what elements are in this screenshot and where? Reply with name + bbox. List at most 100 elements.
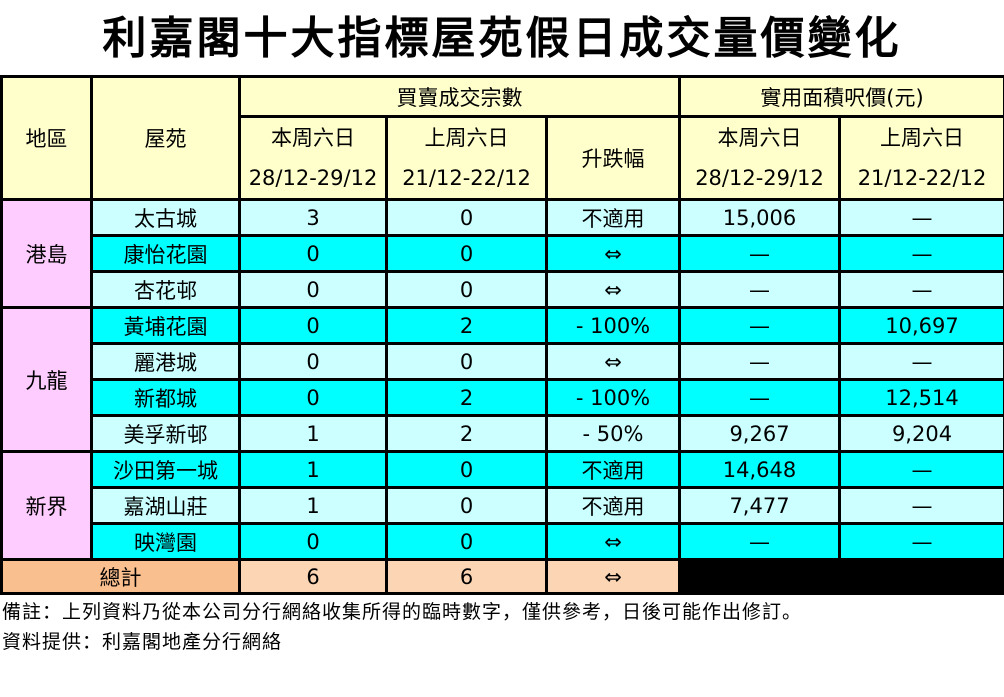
price-this-cell: — — [678, 378, 841, 417]
change-cell: ⇔ — [545, 342, 681, 381]
price-last-cell: — — [837, 270, 1004, 309]
price-this-cell: — — [678, 342, 841, 381]
change-cell: 不適用 — [545, 450, 681, 489]
change-cell: ⇔ — [545, 522, 681, 561]
header-price-this-week: 本周六日 28/12-29/12 — [678, 115, 841, 201]
label: 本周六日 — [717, 126, 802, 150]
source: 資料提供：利嘉閣地產分行網絡 — [2, 631, 283, 653]
price-this-cell: — — [678, 306, 841, 345]
transactions-table: 地區 屋苑 買賣成交宗數 實用面積呎價(元) 本周六日 28/12-29/12 上… — [0, 75, 1004, 595]
tx-this-cell: 0 — [238, 270, 388, 309]
price-this-cell: 7,477 — [678, 486, 841, 525]
total-label: 總計 — [0, 558, 241, 595]
header-region: 地區 — [0, 75, 93, 201]
table-row: 麗港城 0 0 ⇔ — — — [2, 342, 1004, 381]
dates: 28/12-29/12 — [695, 166, 824, 190]
header-price-group: 實用面積呎價(元) — [677, 75, 1004, 118]
price-last-cell: — — [837, 342, 1004, 381]
total-change: ⇔ — [545, 558, 681, 595]
price-last-cell: — — [837, 198, 1004, 237]
notes: 備註：上列資料乃從本公司分行網絡收集所得的臨時數字，僅供參考，日後可能作出修訂。… — [0, 597, 1004, 657]
total-tx-last: 6 — [385, 558, 548, 595]
region-cell: 新界 — [0, 450, 93, 561]
table-row: 杏花邨 0 0 ⇔ — — — [2, 270, 1004, 309]
header-price-last-week: 上周六日 21/12-22/12 — [837, 115, 1004, 201]
change-cell: - 100% — [545, 378, 681, 417]
change-cell: ⇔ — [545, 270, 681, 309]
price-this-cell: — — [678, 270, 841, 309]
tx-this-cell: 0 — [238, 306, 388, 345]
change-cell: ⇔ — [545, 234, 681, 273]
estate-cell: 美孚新邨 — [90, 414, 241, 453]
header-tx-last-week: 上周六日 21/12-22/12 — [385, 115, 548, 201]
tx-this-cell: 3 — [238, 198, 388, 237]
label: 上周六日 — [424, 126, 509, 150]
tx-last-cell: 0 — [385, 342, 548, 381]
page-title: 利嘉閣十大指標屋苑假日成交量價變化 — [102, 13, 902, 64]
dates: 21/12-22/12 — [402, 166, 531, 190]
tx-this-cell: 0 — [238, 522, 388, 561]
tx-last-cell: 2 — [385, 306, 548, 345]
tx-this-cell: 1 — [238, 414, 388, 453]
estate-cell: 太古城 — [90, 198, 241, 237]
tx-last-cell: 0 — [385, 234, 548, 273]
tx-this-cell: 1 — [238, 450, 388, 489]
table-row: 港島 太古城 3 0 不適用 15,006— — [0, 198, 1004, 309]
tx-this-cell: 0 — [238, 234, 388, 273]
estate-cell: 麗港城 — [90, 342, 241, 381]
table-row: 新界 沙田第一城 1 0 不適用 14,648— — [0, 450, 1004, 561]
price-this-cell: — — [678, 522, 841, 561]
table-row: 九龍 黃埔花園 0 2- 100% —10,697 — [0, 306, 1004, 453]
header-tx-this-week: 本周六日 28/12-29/12 — [238, 115, 388, 201]
table-row: 嘉湖山莊 1 0 不適用 7,477— — [2, 486, 1004, 525]
table-row: 新都城 0 2- 100% —12,514 — [2, 378, 1004, 417]
region-cell: 九龍 — [0, 306, 93, 453]
tx-last-cell: 0 — [385, 198, 548, 237]
label: 本周六日 — [271, 126, 355, 150]
estate-cell: 映灣園 — [90, 522, 241, 561]
tx-this-cell: 0 — [238, 378, 388, 417]
region-cell: 港島 — [0, 198, 93, 309]
header-transactions-group: 買賣成交宗數 — [238, 75, 681, 118]
tx-this-cell: 0 — [238, 342, 388, 381]
header-change: 升跌幅 — [545, 115, 681, 201]
price-this-cell: 9,267 — [678, 414, 841, 453]
price-last-cell: — — [837, 486, 1004, 525]
dates: 28/12-29/12 — [248, 166, 378, 190]
table-row: 映灣園 0 0 ⇔ — — — [2, 522, 1004, 561]
price-last-cell: — — [837, 522, 1004, 561]
price-this-cell: 15,006 — [678, 198, 841, 237]
label: 上周六日 — [880, 126, 964, 150]
header-estate: 屋苑 — [90, 75, 241, 201]
tx-last-cell: 0 — [385, 450, 548, 489]
price-last-cell: 9,204 — [837, 414, 1004, 453]
price-last-cell: — — [837, 234, 1004, 273]
price-last-cell: 10,697 — [837, 306, 1004, 345]
tx-last-cell: 2 — [385, 378, 548, 417]
total-blank — [677, 558, 1004, 595]
tx-last-cell: 0 — [385, 486, 548, 525]
estate-cell: 黃埔花園 — [90, 306, 241, 345]
table-row: 康怡花園 0 0 ⇔ — — — [2, 234, 1004, 273]
tx-last-cell: 2 — [385, 414, 548, 453]
change-cell: - 50% — [545, 414, 681, 453]
price-last-cell: 12,514 — [837, 378, 1004, 417]
total-tx-this: 6 — [238, 558, 388, 595]
dates: 21/12-22/12 — [857, 166, 987, 190]
price-this-cell: 14,648 — [678, 450, 841, 489]
estate-cell: 沙田第一城 — [90, 450, 241, 489]
tx-last-cell: 0 — [385, 270, 548, 309]
tx-last-cell: 0 — [385, 522, 548, 561]
estate-cell: 杏花邨 — [90, 270, 241, 309]
change-cell: - 100% — [545, 306, 681, 345]
remark: 備註：上列資料乃從本公司分行網絡收集所得的臨時數字，僅供參考，日後可能作出修訂。 — [2, 601, 803, 623]
estate-cell: 新都城 — [90, 378, 241, 417]
estate-cell: 康怡花園 — [90, 234, 241, 273]
price-last-cell: — — [837, 450, 1004, 489]
change-cell: 不適用 — [545, 198, 681, 237]
price-this-cell: — — [678, 234, 841, 273]
change-cell: 不適用 — [545, 486, 681, 525]
estate-cell: 嘉湖山莊 — [90, 486, 241, 525]
table-row: 美孚新邨 1 2- 50% 9,267 9,204 — [2, 414, 1004, 453]
tx-this-cell: 1 — [238, 486, 388, 525]
